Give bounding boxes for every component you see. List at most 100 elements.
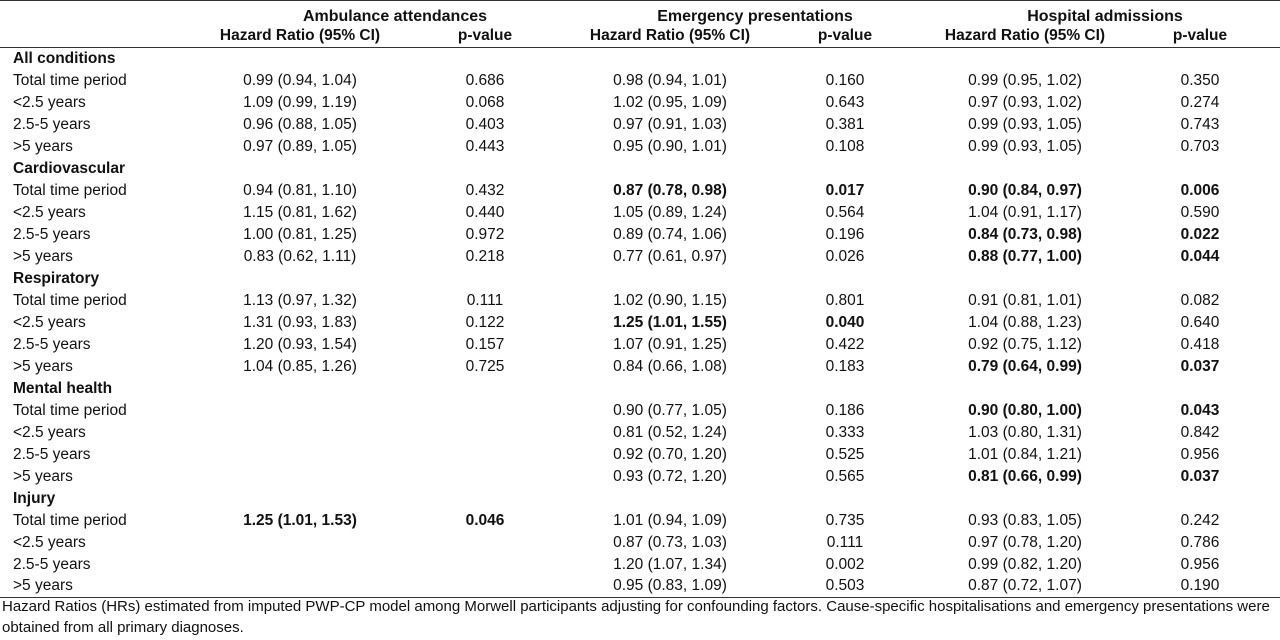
hazard-ratio-cell: 0.90 (0.77, 1.05) — [613, 401, 727, 419]
hazard-ratio-cell: 0.89 (0.74, 1.06) — [613, 225, 727, 243]
header-hr-hospital: Hazard Ratio (95% CI) — [944, 27, 1106, 45]
hazard-ratio-cell: 1.04 (0.91, 1.17) — [968, 203, 1082, 221]
empty-cell — [760, 268, 930, 290]
hazard-ratio-cell: 0.93 (0.72, 1.20) — [613, 467, 727, 485]
header-p-hospital: p-value — [1172, 27, 1228, 45]
hazard-ratio-cell: 1.02 (0.95, 1.09) — [613, 93, 727, 111]
section-title: Injury — [13, 489, 56, 507]
table-header: Ambulance attendances Emergency presenta… — [0, 0, 1280, 48]
p-value-cell: 0.196 — [825, 225, 865, 243]
row-label: >5 years — [13, 467, 73, 485]
header-hr-emergency: Hazard Ratio (95% CI) — [589, 27, 751, 45]
p-value-cell: 0.111 — [826, 533, 864, 551]
p-value-cell: 0.218 — [465, 247, 505, 265]
p-value-cell: 0.043 — [1180, 401, 1220, 419]
empty-cell — [930, 488, 1120, 510]
p-value-cell: 0.381 — [825, 115, 865, 133]
p-value-cell: 0.160 — [825, 71, 865, 89]
empty-cell — [580, 378, 760, 400]
p-value-cell: 0.643 — [825, 93, 865, 111]
table-row: 2.5-5 years 0.96 (0.88, 1.05) 0.403 0.97 (0… — [0, 114, 1280, 136]
p-value-cell: 0.026 — [825, 247, 865, 265]
p-value-cell: 0.183 — [825, 357, 865, 375]
row-label: <2.5 years — [13, 533, 86, 551]
table-row: Total time period 0.94 (0.81, 1.10) 0.432 0… — [0, 180, 1280, 202]
row-label: Total time period — [13, 71, 127, 89]
hazard-ratio-cell: 0.98 (0.94, 1.01) — [613, 71, 727, 89]
p-value-cell: 0.040 — [825, 313, 865, 331]
p-value-cell: 0.157 — [465, 335, 505, 353]
header-group-row: Ambulance attendances Emergency presenta… — [0, 0, 1280, 26]
hazard-ratio-cell: 1.04 (0.88, 1.23) — [968, 313, 1082, 331]
hazard-ratio-cell — [210, 466, 390, 488]
hazard-ratio-cell: 0.96 (0.88, 1.05) — [243, 115, 357, 133]
hazard-ratio-cell: 0.97 (0.89, 1.05) — [243, 137, 357, 155]
row-label: >5 years — [13, 577, 73, 595]
p-value-cell: 0.403 — [465, 115, 505, 133]
empty-cell — [760, 48, 930, 70]
section-title: Mental health — [13, 379, 113, 397]
hazard-ratio-cell: 1.03 (0.80, 1.31) — [968, 423, 1082, 441]
hazard-ratio-cell: 0.93 (0.83, 1.05) — [968, 511, 1082, 529]
hazard-ratio-cell: 1.13 (0.97, 1.32) — [243, 291, 357, 309]
hazard-ratio-cell: 1.00 (0.81, 1.25) — [243, 225, 357, 243]
p-value-cell: 0.590 — [1180, 203, 1220, 221]
p-value-cell: 0.068 — [465, 93, 505, 111]
table-row: <2.5 years 1.15 (0.81, 1.62) 0.440 1.05 (0.… — [0, 202, 1280, 224]
hazard-ratio-cell: 0.87 (0.72, 1.07) — [968, 577, 1082, 595]
section-row: Respiratory — [0, 268, 1280, 290]
hazard-ratio-cell — [210, 422, 390, 444]
p-value-cell: 0.565 — [825, 467, 865, 485]
hazard-ratio-cell: 1.09 (0.99, 1.19) — [243, 93, 357, 111]
hazard-ratio-cell: 0.77 (0.61, 0.97) — [613, 247, 727, 265]
hazard-ratio-cell: 0.99 (0.82, 1.20) — [968, 555, 1082, 573]
table-row: >5 years 0.97 (0.89, 1.05) 0.443 0.95 (0.90… — [0, 136, 1280, 158]
hazard-ratio-cell: 0.81 (0.66, 0.99) — [968, 467, 1082, 485]
table-row: 2.5-5 years 1.00 (0.81, 1.25) 0.972 0.89 (0… — [0, 224, 1280, 246]
table-row: 2.5-5 years 0.92 (0.70, 1.20) 0.525 1.01 (0… — [0, 444, 1280, 466]
hazard-ratio-cell: 0.99 (0.93, 1.05) — [968, 115, 1082, 133]
header-group-emergency: Emergency presentations — [657, 7, 853, 25]
empty-cell — [930, 268, 1120, 290]
empty-cell — [760, 158, 930, 180]
p-value-cell: 0.686 — [465, 71, 505, 89]
hazard-ratio-cell: 1.20 (1.07, 1.34) — [613, 555, 727, 573]
header-p-ambulance: p-value — [457, 27, 513, 45]
row-label: Total time period — [13, 511, 127, 529]
p-value-cell: 0.786 — [1180, 533, 1220, 551]
p-value-cell: 0.111 — [466, 291, 504, 309]
empty-cell — [580, 268, 760, 290]
empty-cell — [1120, 48, 1280, 70]
empty-cell — [930, 48, 1120, 70]
p-value-cell: 0.842 — [1180, 423, 1220, 441]
hazard-ratio-cell: 1.04 (0.85, 1.26) — [243, 357, 357, 375]
header-hr-ambulance: Hazard Ratio (95% CI) — [219, 27, 381, 45]
hazard-ratio-cell: 1.01 (0.94, 1.09) — [613, 511, 727, 529]
header-subcolumn-row: Hazard Ratio (95% CI) p-value Hazard Rat… — [0, 26, 1280, 48]
table-row: >5 years 1.04 (0.85, 1.26) 0.725 0.84 (0.66… — [0, 356, 1280, 378]
header-group-hospital: Hospital admissions — [1027, 7, 1183, 25]
p-value-cell: 0.743 — [1180, 115, 1220, 133]
hazard-ratio-cell: 0.90 (0.84, 0.97) — [968, 181, 1082, 199]
p-value-cell: 0.333 — [825, 423, 865, 441]
hazard-ratio-cell: 1.07 (0.91, 1.25) — [613, 335, 727, 353]
p-value-cell — [390, 554, 580, 576]
section-row: Mental health — [0, 378, 1280, 400]
empty-cell — [390, 378, 580, 400]
table-row: <2.5 years 0.81 (0.52, 1.24) 0.333 1.03 (0.… — [0, 422, 1280, 444]
p-value-cell: 0.022 — [1180, 225, 1220, 243]
empty-cell — [390, 158, 580, 180]
empty-cell — [760, 378, 930, 400]
section-title: All conditions — [13, 49, 116, 67]
row-label: Total time period — [13, 181, 127, 199]
p-value-cell: 0.242 — [1180, 511, 1220, 529]
empty-cell — [210, 378, 390, 400]
hazard-ratio-cell: 0.87 (0.78, 0.98) — [613, 181, 727, 199]
section-row: Cardiovascular — [0, 158, 1280, 180]
row-label: >5 years — [13, 137, 73, 155]
empty-cell — [580, 48, 760, 70]
p-value-cell — [390, 422, 580, 444]
row-label: Total time period — [13, 401, 127, 419]
header-group-ambulance: Ambulance attendances — [302, 7, 488, 25]
